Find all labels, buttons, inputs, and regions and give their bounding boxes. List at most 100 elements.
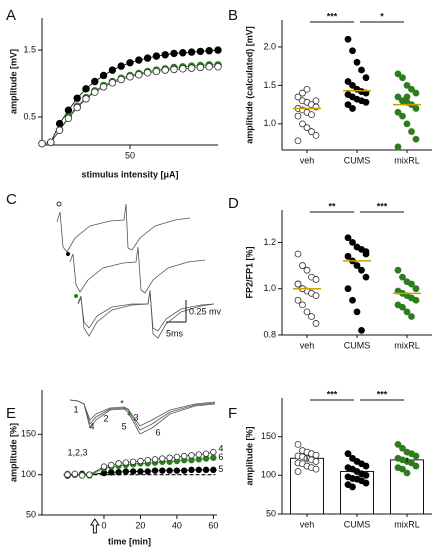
data-point: [173, 453, 181, 461]
data-point: [196, 47, 205, 56]
x-tick-label: 40: [172, 520, 182, 530]
data-point: [64, 106, 73, 114]
data-point: [362, 248, 370, 256]
data-point: [214, 46, 222, 54]
y-axis-label: amplitude [mV]: [8, 49, 18, 114]
data-point: [362, 462, 370, 470]
data-point: [152, 67, 161, 76]
data-point: [358, 266, 365, 274]
data-point: [403, 120, 411, 128]
data-point: [394, 108, 402, 116]
data-point: [349, 81, 356, 89]
data-point: [214, 63, 222, 71]
data-point: [408, 128, 415, 135]
data-point: [166, 467, 173, 474]
data-point: [159, 467, 166, 474]
data-point: [82, 95, 90, 103]
data-point: [394, 143, 402, 151]
data-point: [210, 448, 217, 456]
y-tick-label: 2.0: [263, 41, 276, 51]
trace: [69, 246, 206, 294]
data-point: [73, 94, 81, 102]
data-point: [55, 119, 64, 128]
data-point: [308, 128, 315, 135]
data-point: [403, 469, 411, 477]
data-point: [196, 63, 205, 72]
y-tick-label: 1.5: [263, 80, 276, 90]
data-point: [117, 62, 125, 70]
data-point: [180, 467, 188, 474]
data-point: [159, 455, 166, 462]
data-point: [399, 97, 406, 105]
data-point: [399, 444, 406, 452]
data-point: [312, 292, 320, 300]
data-point: [312, 458, 320, 465]
inset-label: 1: [73, 404, 78, 414]
data-point: [399, 74, 406, 82]
y-tick-label: 1.2: [263, 237, 276, 247]
significance-label: **: [328, 201, 336, 211]
data-point: [294, 137, 302, 145]
trace: [77, 291, 215, 332]
data-point: [358, 326, 365, 334]
data-point: [187, 48, 196, 56]
data-point: [299, 301, 306, 309]
data-point: [202, 466, 210, 474]
data-point: [188, 452, 195, 459]
inset-label: 6: [155, 427, 160, 437]
trace: [56, 203, 191, 253]
data-point: [308, 111, 315, 119]
y-tick-label: 1.5: [23, 44, 36, 54]
scale-label: 5ms: [166, 328, 184, 338]
data-point: [408, 280, 415, 288]
y-tick-label: 0.5: [23, 111, 36, 121]
data-point: [312, 97, 320, 105]
significance-label: ***: [327, 11, 338, 21]
data-point: [294, 112, 302, 120]
data-point: [412, 135, 420, 143]
data-point: [403, 81, 411, 89]
data-point: [353, 308, 361, 316]
data-point: [210, 454, 217, 461]
data-point: [349, 296, 356, 304]
x-tick-label: veh: [300, 519, 315, 529]
x-tick-label: CUMS: [344, 340, 371, 350]
data-point: [394, 266, 402, 274]
data-point: [362, 479, 370, 487]
data-point: [151, 467, 159, 474]
data-point: [55, 126, 64, 134]
data-point: [353, 58, 361, 66]
data-point: [412, 462, 420, 470]
data-point: [78, 472, 86, 479]
data-point: [412, 105, 420, 112]
panel-e-inset: [69, 399, 216, 435]
x-axis-label: stimulus intensity [μA]: [81, 169, 178, 179]
y-tick-label: 50: [26, 509, 36, 519]
data-point: [71, 470, 79, 478]
data-point: [187, 64, 196, 72]
data-point: [394, 440, 402, 448]
panel-letter: A: [6, 7, 16, 24]
data-point: [166, 454, 173, 461]
data-point: [412, 296, 420, 304]
data-point: [129, 468, 137, 475]
data-point: [412, 285, 420, 293]
x-tick-label: mixRL: [394, 155, 420, 165]
data-point: [353, 262, 361, 269]
trace: [69, 399, 216, 435]
data-point: [303, 85, 311, 93]
data-point: [312, 320, 320, 327]
data-point: [135, 56, 143, 64]
data-point: [161, 66, 169, 74]
x-tick-label: mixRL: [394, 519, 420, 529]
data-point: [38, 139, 46, 148]
data-point: [294, 440, 302, 448]
data-point: [47, 138, 55, 147]
data-point: [202, 450, 210, 457]
y-axis-label: amplitude [%]: [244, 426, 254, 485]
stimulus-arrow: [89, 518, 100, 534]
data-point: [403, 308, 411, 316]
data-point: [362, 98, 370, 106]
data-point: [115, 460, 122, 467]
